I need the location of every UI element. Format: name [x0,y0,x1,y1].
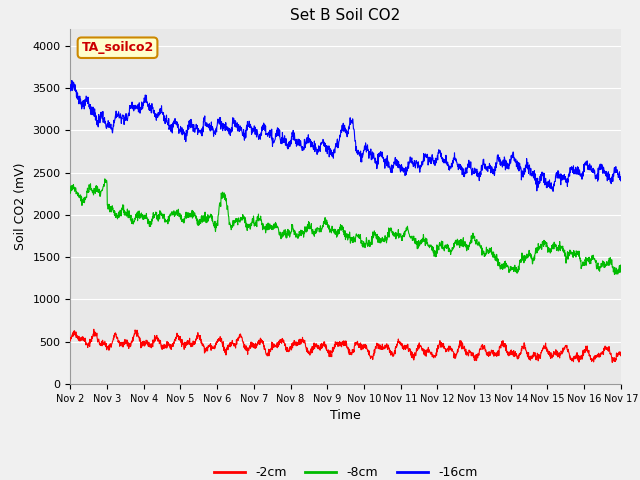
X-axis label: Time: Time [330,409,361,422]
Title: Set B Soil CO2: Set B Soil CO2 [291,9,401,24]
Y-axis label: Soil CO2 (mV): Soil CO2 (mV) [14,163,27,250]
Legend: -2cm, -8cm, -16cm: -2cm, -8cm, -16cm [209,461,483,480]
Text: TA_soilco2: TA_soilco2 [81,41,154,54]
